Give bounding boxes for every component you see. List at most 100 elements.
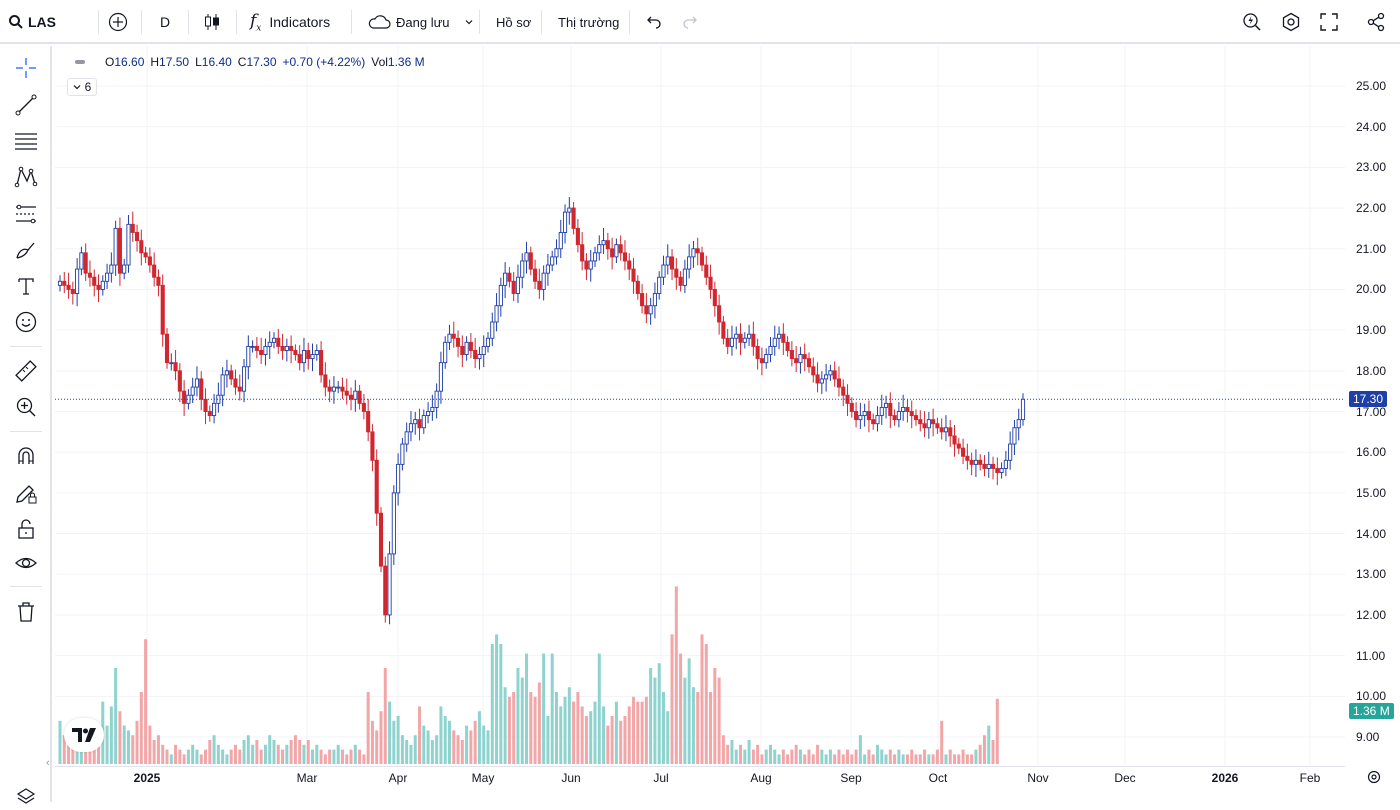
redo-button[interactable] <box>682 0 700 44</box>
volume-bar <box>632 696 636 764</box>
fib-tool[interactable] <box>12 127 40 155</box>
candle-body <box>139 240 144 254</box>
volume-bar <box>666 711 670 764</box>
share-button[interactable] <box>1366 0 1386 44</box>
candle-body <box>584 260 589 270</box>
volume-bar <box>987 725 991 764</box>
price-tick-label: 19.00 <box>1356 323 1387 338</box>
undo-button[interactable] <box>644 0 662 44</box>
volume-bar <box>302 744 306 764</box>
open-value: O16.60 <box>105 55 145 69</box>
text-tool[interactable] <box>12 272 40 300</box>
candle-body <box>122 264 127 274</box>
candle-body <box>468 341 473 351</box>
volume-bar <box>246 735 250 764</box>
volume-bar <box>58 720 62 764</box>
indicators-button[interactable]: fx Indicators <box>250 0 330 44</box>
volume-bar <box>315 744 319 764</box>
interval-button[interactable]: D <box>160 0 170 44</box>
hide-drawings-tool[interactable] <box>12 549 40 577</box>
volume-bar <box>353 744 357 764</box>
volume-bar <box>208 740 212 764</box>
volume-bar <box>182 754 186 764</box>
candle-body <box>126 223 131 266</box>
compare-button[interactable] <box>108 0 128 44</box>
volume-bar <box>178 749 182 764</box>
volume-bar <box>978 744 982 764</box>
quick-search-button[interactable] <box>1242 0 1262 44</box>
candle-body <box>969 459 974 465</box>
volume-bar <box>807 749 811 764</box>
indicators-collapse-button[interactable]: 6 <box>67 78 97 96</box>
pattern-tool[interactable] <box>12 163 40 191</box>
market-button[interactable]: Thị trường <box>558 0 619 44</box>
axis-settings-button[interactable] <box>1366 769 1382 790</box>
plus-circle-icon <box>108 12 128 32</box>
candle-body <box>271 337 277 343</box>
volume-bar <box>75 744 79 764</box>
crosshair-tool[interactable] <box>12 54 40 82</box>
zoom-tool[interactable] <box>12 393 40 421</box>
volume-bar <box>730 740 734 764</box>
price-tick-label: 21.00 <box>1356 241 1387 256</box>
candle-body <box>57 280 63 286</box>
time-axis[interactable]: 2025 Mar Apr May Jun Jul Aug Sep Oct Nov Dec 2026 Fe… <box>55 766 1345 789</box>
tradingview-logo[interactable] <box>64 718 104 752</box>
gear-icon <box>1367 770 1381 784</box>
divider <box>10 346 42 347</box>
candle-body <box>862 411 867 417</box>
candle-body <box>331 386 336 392</box>
projection-tool[interactable] <box>12 200 40 228</box>
volume-bar <box>546 716 550 764</box>
candle-body <box>841 386 846 396</box>
price-axis[interactable]: 25.00 24.00 23.00 22.00 21.00 20.00 19.00 18.00… <box>1345 46 1400 766</box>
candle-body <box>443 341 448 364</box>
divider <box>10 586 42 587</box>
profile-button[interactable]: Hồ sơ <box>496 0 531 44</box>
volume-bar <box>362 754 366 764</box>
volume-bar <box>905 754 909 764</box>
ohlc-legend: O16.60 H17.50 L16.40 C17.30 +0.70 (+4.22… <box>105 55 425 69</box>
divider <box>141 10 142 34</box>
candle-body <box>627 260 632 270</box>
volume-bar <box>846 749 850 764</box>
settings-button[interactable] <box>1281 0 1301 44</box>
stay-drawing-tool[interactable] <box>12 479 40 507</box>
object-tree-tool[interactable] <box>12 782 40 810</box>
expand-toolbar-arrow[interactable]: ‹ <box>46 757 50 769</box>
volume-bar <box>871 754 875 764</box>
volume-bar <box>970 754 974 764</box>
chart-type-button[interactable] <box>202 0 222 44</box>
price-chart[interactable] <box>55 46 1345 766</box>
fullscreen-icon <box>1320 13 1338 31</box>
candle-body <box>293 350 298 355</box>
save-button[interactable]: Đang lưu <box>367 0 474 44</box>
fullscreen-button[interactable] <box>1320 0 1338 44</box>
candle-body <box>721 321 726 339</box>
legend-toggle[interactable] <box>72 55 88 69</box>
volume-bar <box>285 744 289 764</box>
symbol-search[interactable]: LAS <box>8 0 56 44</box>
magnet-tool[interactable] <box>12 442 40 470</box>
candle-body <box>361 402 366 412</box>
volume-bar <box>148 725 152 764</box>
candle-body <box>905 406 910 412</box>
candle-body <box>152 264 157 278</box>
candle-body <box>207 411 212 417</box>
divider <box>351 10 352 34</box>
measure-tool[interactable] <box>12 357 40 385</box>
volume-bar <box>349 749 353 764</box>
trendline-tool[interactable] <box>12 91 40 119</box>
lock-drawings-tool[interactable] <box>12 515 40 543</box>
volume-bar <box>867 749 871 764</box>
remove-drawings-tool[interactable] <box>12 598 40 626</box>
candle-body <box>164 333 170 364</box>
volume-bar <box>563 696 567 764</box>
volume-bar <box>910 749 914 764</box>
volume-bar <box>931 754 935 764</box>
emoji-tool[interactable] <box>12 308 40 336</box>
candle-body <box>494 305 499 323</box>
brush-tool[interactable] <box>12 236 40 264</box>
candle-body <box>374 459 379 514</box>
time-tick-label: Dec <box>1114 771 1136 785</box>
